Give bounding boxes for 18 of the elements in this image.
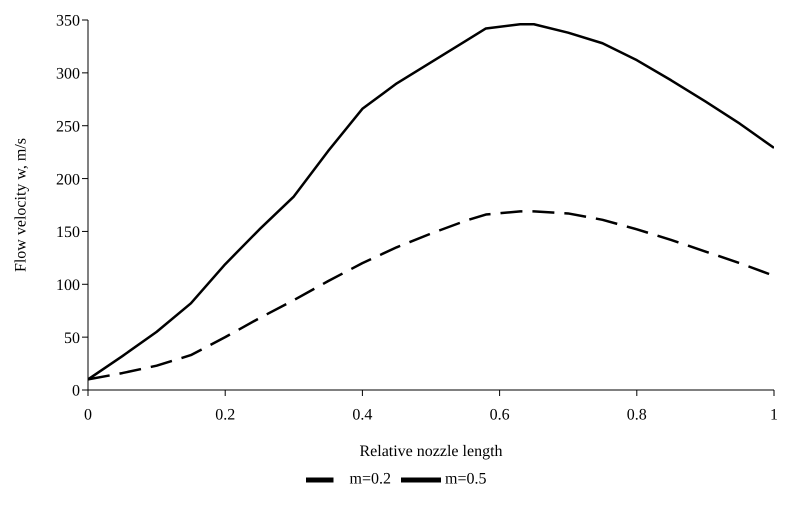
y-tick-label: 150 [56, 224, 80, 242]
legend-label: m=0.5 [445, 470, 486, 488]
y-tick-label: 250 [56, 118, 80, 136]
y-tick-label: 100 [56, 276, 80, 294]
x-tick-label: 0.6 [490, 406, 510, 424]
y-tick-label: 300 [56, 66, 80, 83]
x-axis-title: Relative nozzle length [359, 443, 503, 460]
y-tick-label: 350 [56, 12, 80, 30]
y-tick-label: 0 [72, 382, 80, 400]
x-tick-label: 0 [84, 406, 92, 424]
x-tick-label: 0.4 [352, 406, 372, 424]
y-axis-title: Flow velocity w, m/s [12, 138, 30, 272]
legend-label: m=0.2 [350, 470, 391, 488]
y-tick-label: 50 [64, 330, 80, 347]
x-tick-label: 0.2 [215, 406, 236, 424]
x-tick-label: 0.8 [626, 406, 647, 424]
x-tick-label: 1 [770, 406, 778, 424]
y-tick-label: 200 [56, 171, 80, 188]
